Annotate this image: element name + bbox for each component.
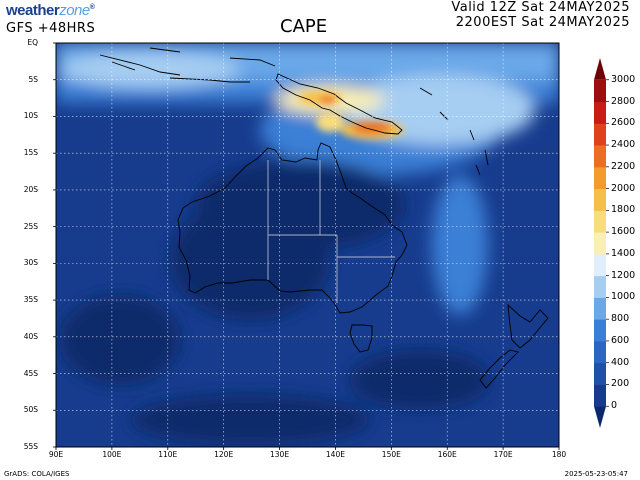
colorbar-label: 1600 xyxy=(611,226,636,238)
pacific-islands xyxy=(419,87,489,176)
lat-label: 25S xyxy=(23,221,38,231)
colorbar-label: 1800 xyxy=(611,204,636,216)
timestamp-label: 2025-05-23-05:47 xyxy=(564,470,628,478)
lon-label: 180 xyxy=(551,450,567,459)
new-zealand-north xyxy=(507,303,549,349)
colorbar-label: 2600 xyxy=(611,117,636,129)
lat-label: 5S xyxy=(28,74,38,84)
lat-label: 50S xyxy=(23,405,38,415)
lat-label: 40S xyxy=(23,331,38,341)
colorbar-label: 2000 xyxy=(611,182,636,194)
colorbar-segment xyxy=(594,297,606,320)
brand-logo: weatherzone® xyxy=(6,2,95,19)
australia-coast xyxy=(177,142,408,314)
lon-label: 170E xyxy=(493,450,513,459)
lat-label: 35S xyxy=(23,295,38,305)
lon-ticks xyxy=(55,447,560,450)
colorbar-label: 1200 xyxy=(611,269,636,281)
colorbar-segment xyxy=(594,210,606,233)
colorbar-segment xyxy=(594,362,606,385)
colorbar-segment xyxy=(594,79,606,103)
lon-label: 90E xyxy=(48,450,64,459)
lat-label: 20S xyxy=(23,184,38,194)
colorbar-label: 600 xyxy=(611,334,630,346)
colorbar-segment xyxy=(594,188,606,211)
lon-label: 140E xyxy=(325,450,345,459)
brand-name: weather xyxy=(6,2,60,19)
colorbar-label: 2400 xyxy=(611,139,636,151)
colorbar-segment xyxy=(594,101,606,124)
lon-label: 100E xyxy=(102,450,122,459)
lat-label: 45S xyxy=(23,368,38,378)
lat-ticks xyxy=(53,42,56,448)
colorbar-segment xyxy=(594,275,606,298)
map-area xyxy=(56,43,559,447)
brand-registered: ® xyxy=(89,4,95,11)
lon-label: 110E xyxy=(158,450,178,459)
new-zealand-south xyxy=(479,349,519,389)
colorbar-segment xyxy=(594,319,606,342)
colorbar-segment xyxy=(594,340,606,364)
credit-label: GrADS: COLA/IGES xyxy=(4,470,70,478)
lat-label: 15S xyxy=(23,148,38,158)
new-guinea-coast xyxy=(275,73,403,135)
coastlines xyxy=(99,47,549,389)
lat-label: 30S xyxy=(23,258,38,268)
colorbar-label: 3000 xyxy=(611,73,636,85)
colorbar-segment xyxy=(594,406,606,428)
colorbar-label: 2200 xyxy=(611,160,636,172)
lon-label: 160E xyxy=(437,450,457,459)
lon-label: 150E xyxy=(381,450,401,459)
colorbar-label: 2800 xyxy=(611,95,636,107)
tasmania-coast xyxy=(349,324,373,353)
colorbar-label: 400 xyxy=(611,356,630,368)
local-time: 2200EST Sat 24MAY2025 xyxy=(455,15,630,30)
colorbar-label: 200 xyxy=(611,378,630,390)
valid-time: Valid 12Z Sat 24MAY2025 xyxy=(451,0,630,15)
colorbar-segment xyxy=(594,145,606,168)
colorbar-segment xyxy=(594,384,606,407)
colorbar-segment xyxy=(594,166,606,190)
lat-lon-grid xyxy=(56,43,559,447)
lat-label: 10S xyxy=(23,111,38,121)
state-borders xyxy=(267,160,395,303)
colorbar-label: 1000 xyxy=(611,291,636,303)
colorbar-label: 0 xyxy=(611,400,618,412)
brand-suffix: zone xyxy=(59,2,90,19)
colorbar-segment xyxy=(594,58,606,80)
lat-label: 55S xyxy=(23,442,38,451)
model-label: GFS +48HRS xyxy=(6,21,96,36)
lon-label: 130E xyxy=(270,450,290,459)
indonesia-islands xyxy=(99,47,276,83)
colorbar-segment xyxy=(594,232,606,255)
colorbar xyxy=(594,58,609,428)
lon-label: 120E xyxy=(214,450,234,459)
colorbar-segment xyxy=(594,123,606,146)
colorbar-segment xyxy=(594,253,606,277)
map-title: CAPE xyxy=(280,16,328,37)
lat-label: EQ xyxy=(27,38,38,47)
colorbar-label: 800 xyxy=(611,313,630,325)
colorbar-label: 1400 xyxy=(611,247,636,259)
map-frame xyxy=(55,42,560,448)
